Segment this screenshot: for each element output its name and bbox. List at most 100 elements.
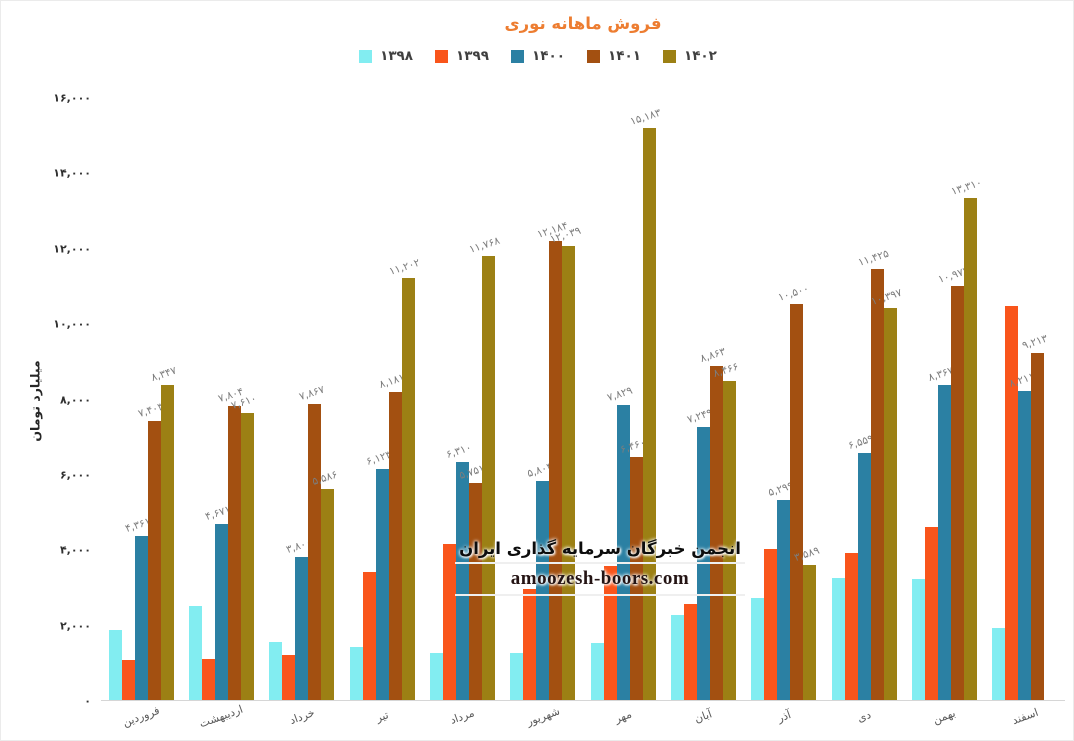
- legend-swatch: [435, 49, 449, 63]
- bar-slot: ۷,۸۶۷: [297, 98, 326, 700]
- x-axis-label: آبان: [692, 707, 714, 726]
- y-tick-label: ۴,۰۰۰: [59, 543, 91, 557]
- bar: [201, 659, 215, 700]
- bar-slot: ۴,۶۷۱: [204, 98, 233, 700]
- x-axis-label: دی: [855, 708, 873, 725]
- bar-slot: [590, 98, 604, 700]
- bar: [160, 385, 174, 700]
- bar: [401, 278, 415, 700]
- bar-slot: ۶,۴۶۰: [619, 98, 647, 700]
- bar: [709, 366, 723, 700]
- bar: [963, 198, 977, 700]
- y-tick-label: ۱۴,۰۰۰: [53, 166, 91, 180]
- watermark-text-url: amoozesh-boors.com: [510, 568, 690, 589]
- y-tick-label: ۱۰,۰۰۰: [53, 317, 91, 331]
- bar: [803, 565, 817, 700]
- bar: [227, 406, 241, 700]
- bar-slot: [670, 98, 684, 700]
- bar-slot: ۷,۸۲۹: [606, 98, 634, 700]
- bar-slot: [924, 98, 938, 700]
- bar-slot: [108, 98, 122, 700]
- legend-item: ۱۴۰۰: [511, 48, 565, 64]
- bar: [937, 385, 951, 700]
- legend-swatch: [511, 49, 525, 63]
- bar-slot: [349, 98, 363, 700]
- bar-slot: ۵,۵۸۶: [310, 98, 339, 700]
- watermark-divider-bottom: [455, 594, 745, 596]
- bar: [683, 604, 697, 700]
- x-axis-label: بهمن: [931, 706, 958, 727]
- bar-slot: [523, 98, 537, 700]
- bar-group: ۳,۸۰۰ ۷,۸۶۷ ۵,۵۸۶: [262, 98, 342, 700]
- bar: [536, 481, 550, 700]
- y-tick-label: ۲,۰۰۰: [59, 619, 91, 633]
- bar-group: ۵,۸۰۴ ۱۲,۱۸۴ ۱۲,۰۳۹: [503, 98, 583, 700]
- bar: [240, 413, 254, 700]
- bar: [549, 241, 563, 700]
- bar-slot: ۸,۳۴۷: [150, 98, 178, 700]
- bar: [308, 404, 322, 700]
- bar: [764, 549, 778, 700]
- bar: [510, 653, 524, 700]
- bar-group: ۷,۸۲۹ ۶,۴۶۰ ۱۵,۱۸۳: [583, 98, 663, 700]
- x-axis-label: آذر: [775, 708, 793, 725]
- bar-slot: [1044, 98, 1057, 700]
- bar: [603, 566, 617, 700]
- bar: [950, 286, 964, 700]
- legend-label: ۱۴۰۰: [532, 48, 565, 64]
- bar: [924, 527, 938, 700]
- bar-slot: [188, 98, 202, 700]
- y-tick-label: ۸,۰۰۰: [59, 393, 91, 406]
- bar: [844, 553, 858, 700]
- bar-slot: ۷,۸۰۴: [217, 98, 246, 700]
- bar: [282, 655, 296, 700]
- bar: [883, 308, 897, 700]
- bar: [777, 500, 791, 700]
- bar-slot: [764, 98, 778, 700]
- bar: [831, 578, 845, 700]
- bar: [442, 544, 456, 700]
- bar: [857, 453, 871, 700]
- bar: [388, 392, 402, 700]
- bar: [590, 643, 604, 700]
- bar-group: ۴,۳۶۱ ۷,۴۰۳ ۸,۳۴۷: [101, 98, 181, 700]
- bar-slot: [510, 98, 524, 700]
- bar: [321, 489, 335, 700]
- bar-slot: ۶,۵۵۹: [847, 98, 875, 700]
- y-tick-label: ۱۲,۰۰۰: [53, 242, 91, 256]
- bar: [751, 598, 765, 700]
- bar-slot: [282, 98, 296, 700]
- bar: [992, 628, 1006, 700]
- bar-group: ۷,۲۴۹ ۸,۸۶۳ ۸,۴۶۶: [663, 98, 743, 700]
- bar: [269, 642, 283, 700]
- legend-item: ۱۴۰۱: [586, 48, 641, 64]
- bar-slot: ۸,۸۶۳: [699, 98, 727, 700]
- bar-slot: [121, 98, 135, 700]
- x-axis-label: مهر: [612, 707, 634, 726]
- x-axis-label: مرداد: [448, 706, 477, 727]
- bar: [188, 606, 202, 700]
- bar-group: ۸,۲۱۱ ۹,۲۱۳: [985, 98, 1065, 700]
- bar-slot: [201, 98, 215, 700]
- bar-group: ۶,۳۱۰ ۵,۷۵۱ ۱۱,۷۶۸: [422, 98, 502, 700]
- legend-label: ۱۴۰۱: [607, 48, 641, 64]
- bar-slot: ۸,۴۶۶: [712, 98, 740, 700]
- bar-slot: ۱۲,۱۸۴: [536, 98, 569, 700]
- bar-slot: ۱۳,۳۱۰: [950, 98, 984, 700]
- bar-slot: [831, 98, 845, 700]
- bar-slot: ۱۰,۵۰۰: [776, 98, 810, 700]
- watermark-divider-top: [455, 562, 745, 564]
- bar: [147, 421, 161, 700]
- y-tick-label: ۱۶,۰۰۰: [53, 91, 91, 105]
- chart-legend: ۱۳۹۸ ۱۳۹۹ ۱۴۰۰ ۱۴۰۱ ۱۴۰۲: [1, 48, 1073, 64]
- bar: [790, 304, 804, 700]
- bar: [642, 128, 656, 700]
- bar: [629, 457, 643, 700]
- legend-swatch: [586, 49, 600, 63]
- bar-slot: ۳,۵۸۹: [792, 98, 821, 700]
- x-axis-label: اسفند: [1009, 705, 1040, 728]
- bar: [670, 615, 684, 700]
- bar: [481, 256, 495, 700]
- bar-slot: ۷,۶۱۰: [230, 98, 259, 700]
- bar-slot: [751, 98, 765, 700]
